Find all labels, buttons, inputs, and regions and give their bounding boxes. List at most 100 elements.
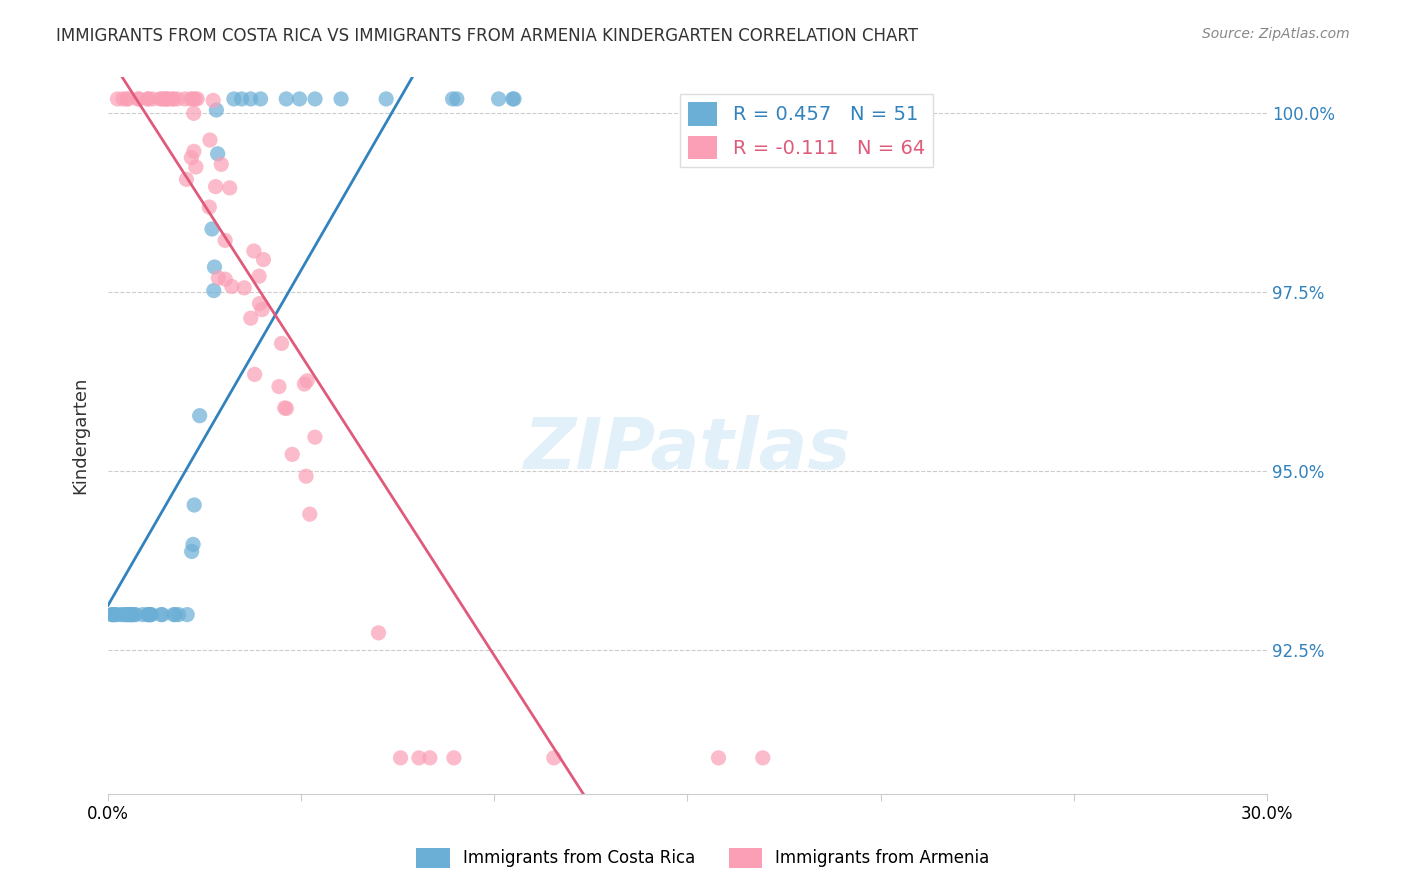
Immigrants from Armenia	[218, 181, 240, 195]
Immigrants from Armenia	[166, 92, 188, 106]
Immigrants from Armenia	[128, 92, 150, 106]
Immigrants from Armenia	[214, 272, 236, 286]
Immigrants from Armenia	[155, 92, 177, 106]
Immigrants from Armenia	[243, 368, 266, 382]
Immigrants from Armenia	[186, 92, 208, 106]
Immigrants from Costa Rica	[207, 146, 229, 161]
Immigrants from Costa Rica	[101, 607, 124, 622]
Immigrants from Armenia	[239, 311, 262, 326]
Immigrants from Armenia	[204, 179, 226, 194]
Immigrants from Armenia	[183, 106, 205, 120]
Immigrants from Costa Rica	[139, 607, 162, 622]
Immigrants from Armenia	[136, 92, 159, 106]
Immigrants from Armenia	[136, 92, 159, 106]
Immigrants from Armenia	[115, 92, 138, 106]
Immigrants from Costa Rica	[101, 607, 124, 622]
Immigrants from Armenia	[107, 92, 129, 106]
Immigrants from Armenia	[295, 374, 318, 388]
Immigrants from Armenia	[389, 751, 412, 765]
Immigrants from Armenia	[176, 172, 198, 186]
Legend: R = 0.457   N = 51, R = -0.111   N = 64: R = 0.457 N = 51, R = -0.111 N = 64	[681, 95, 932, 167]
Immigrants from Armenia	[162, 92, 184, 106]
Immigrants from Costa Rica	[141, 607, 163, 622]
Immigrants from Armenia	[149, 92, 172, 106]
Immigrants from Armenia	[181, 92, 204, 106]
Immigrants from Armenia	[443, 751, 465, 765]
Immigrants from Costa Rica	[165, 607, 187, 622]
Immigrants from Costa Rica	[149, 607, 172, 622]
Immigrants from Costa Rica	[104, 607, 127, 622]
Immigrants from Costa Rica	[239, 92, 262, 106]
Immigrants from Costa Rica	[121, 607, 143, 622]
Immigrants from Armenia	[174, 92, 197, 106]
Immigrants from Armenia	[233, 281, 256, 295]
Immigrants from Costa Rica	[136, 607, 159, 622]
Immigrants from Costa Rica	[112, 607, 135, 622]
Immigrants from Costa Rica	[205, 103, 228, 117]
Immigrants from Costa Rica	[131, 607, 153, 622]
Immigrants from Armenia	[247, 269, 270, 284]
Immigrants from Costa Rica	[375, 92, 398, 106]
Immigrants from Costa Rica	[288, 92, 311, 106]
Immigrants from Costa Rica	[330, 92, 353, 106]
Immigrants from Costa Rica	[117, 607, 139, 622]
Immigrants from Armenia	[243, 244, 266, 258]
Immigrants from Costa Rica	[204, 260, 226, 274]
Immigrants from Armenia	[198, 133, 221, 147]
Immigrants from Armenia	[270, 336, 292, 351]
Immigrants from Costa Rica	[304, 92, 326, 106]
Immigrants from Armenia	[707, 751, 730, 765]
Immigrants from Costa Rica	[103, 607, 125, 622]
Immigrants from Armenia	[184, 92, 207, 106]
Immigrants from Armenia	[141, 92, 163, 106]
Immigrants from Armenia	[202, 94, 225, 108]
Immigrants from Armenia	[221, 279, 243, 293]
Immigrants from Costa Rica	[249, 92, 271, 106]
Immigrants from Costa Rica	[104, 607, 127, 622]
Immigrants from Costa Rica	[117, 607, 139, 622]
Immigrants from Costa Rica	[276, 92, 298, 106]
Immigrants from Armenia	[117, 92, 139, 106]
Immigrants from Costa Rica	[150, 607, 173, 622]
Immigrants from Armenia	[304, 430, 326, 444]
Immigrants from Costa Rica	[124, 607, 146, 622]
Immigrants from Costa Rica	[222, 92, 245, 106]
Immigrants from Costa Rica	[139, 607, 162, 622]
Immigrants from Costa Rica	[188, 409, 211, 423]
Immigrants from Costa Rica	[231, 92, 253, 106]
Immigrants from Costa Rica	[108, 607, 131, 622]
Text: ZIPatlas: ZIPatlas	[524, 416, 851, 484]
Immigrants from Armenia	[250, 302, 273, 317]
Immigrants from Armenia	[184, 160, 207, 174]
Immigrants from Armenia	[276, 401, 298, 416]
Immigrants from Costa Rica	[183, 498, 205, 512]
Immigrants from Costa Rica	[118, 607, 141, 622]
Immigrants from Armenia	[162, 92, 184, 106]
Legend: Immigrants from Costa Rica, Immigrants from Armenia: Immigrants from Costa Rica, Immigrants f…	[409, 841, 997, 875]
Immigrants from Costa Rica	[167, 607, 190, 622]
Immigrants from Costa Rica	[446, 92, 468, 106]
Immigrants from Costa Rica	[122, 607, 145, 622]
Immigrants from Costa Rica	[120, 607, 142, 622]
Immigrants from Armenia	[157, 92, 180, 106]
Immigrants from Armenia	[408, 751, 430, 765]
Immigrants from Armenia	[150, 92, 173, 106]
Immigrants from Costa Rica	[488, 92, 510, 106]
Immigrants from Armenia	[156, 92, 179, 106]
Immigrants from Armenia	[252, 252, 274, 267]
Immigrants from Costa Rica	[176, 607, 198, 622]
Immigrants from Costa Rica	[136, 607, 159, 622]
Immigrants from Armenia	[419, 751, 441, 765]
Immigrants from Costa Rica	[503, 92, 526, 106]
Immigrants from Costa Rica	[114, 607, 136, 622]
Immigrants from Armenia	[543, 751, 565, 765]
Immigrants from Armenia	[111, 92, 134, 106]
Immigrants from Armenia	[183, 145, 205, 159]
Immigrants from Armenia	[267, 379, 290, 393]
Immigrants from Costa Rica	[181, 537, 204, 551]
Immigrants from Costa Rica	[180, 544, 202, 558]
Immigrants from Armenia	[298, 507, 321, 521]
Y-axis label: Kindergarten: Kindergarten	[72, 376, 89, 494]
Immigrants from Armenia	[198, 200, 221, 214]
Immigrants from Armenia	[214, 233, 236, 247]
